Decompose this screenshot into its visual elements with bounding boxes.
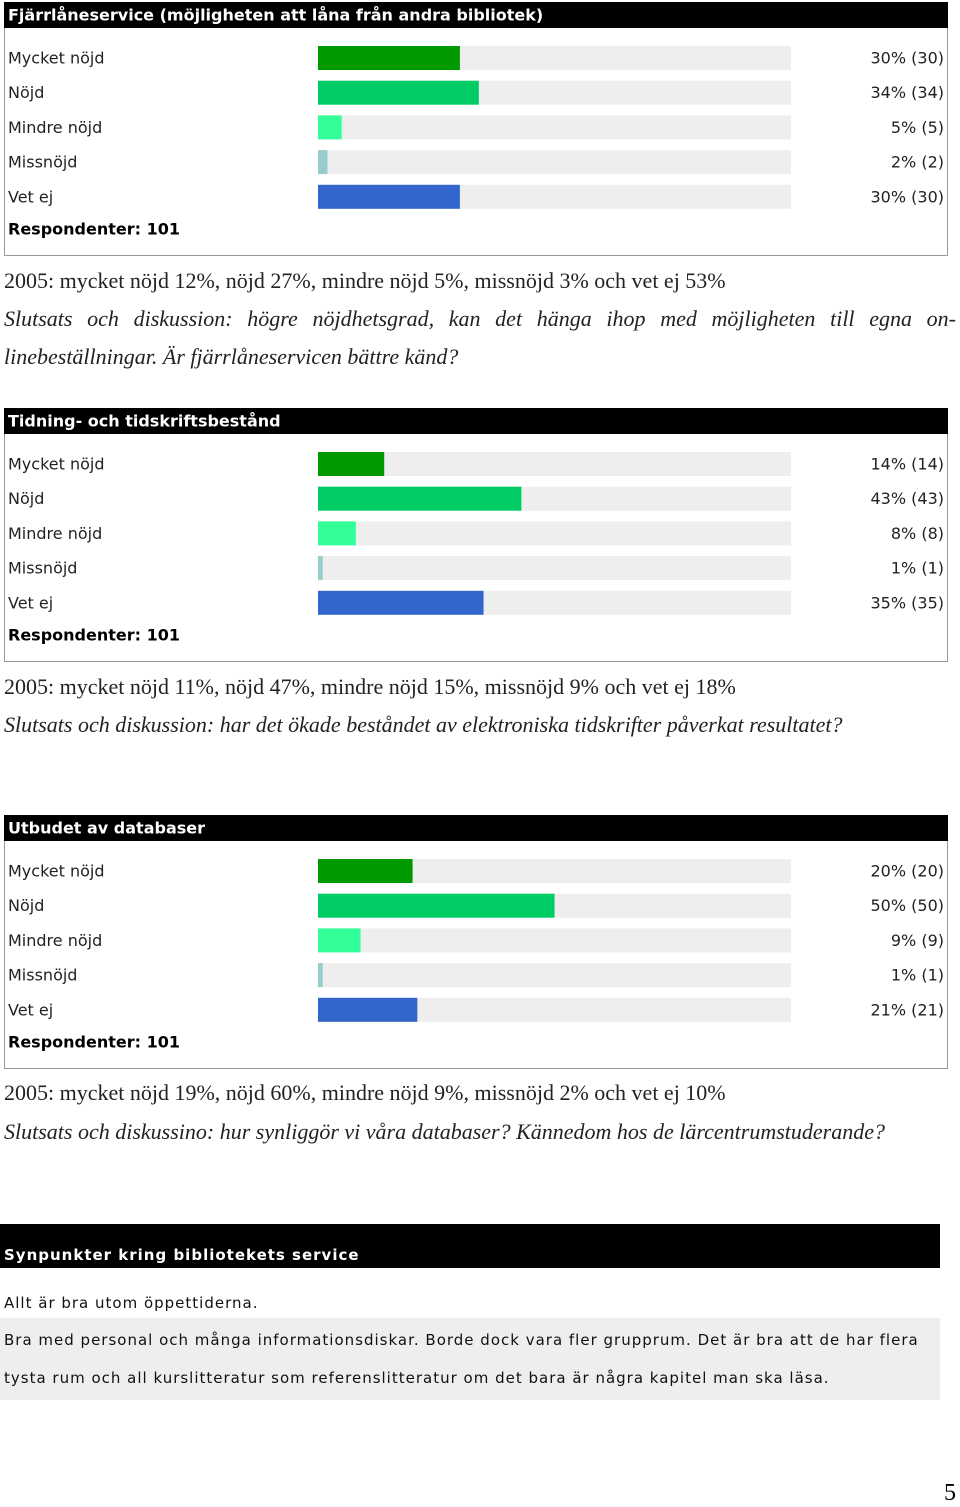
- bar: [318, 556, 323, 581]
- category-label: Mindre nöjd: [8, 931, 102, 950]
- bar: [318, 46, 460, 70]
- bar-track: [318, 928, 791, 953]
- stats-text: 2005: mycket nöjd 11%, nöjd 47%, mindre …: [4, 674, 736, 699]
- chart-title: Tidning- och tidskriftsbestånd: [8, 412, 281, 431]
- bar-track: [318, 963, 791, 988]
- category-label: Nöjd: [8, 896, 44, 915]
- value-label: 35% (35): [871, 593, 945, 612]
- category-label: Nöjd: [8, 83, 44, 102]
- category-label: Mindre nöjd: [8, 118, 102, 137]
- panel-header: [4, 815, 948, 841]
- bar: [318, 997, 418, 1022]
- category-label: Vet ej: [8, 1000, 53, 1019]
- value-label: 1% (1): [891, 559, 944, 578]
- comment: Bra med personal och många informationsd…: [0, 1318, 940, 1400]
- value-label: 14% (14): [871, 455, 945, 474]
- bar: [318, 184, 460, 209]
- conclusion-text: Slutsats och diskussion: har det ökade b…: [4, 712, 843, 737]
- comments-title: Synpunkter kring bibliotekets service: [0, 1224, 940, 1268]
- category-label: Missnöjd: [8, 966, 77, 985]
- charts: Fjärrlåneservice (möjligheten att låna f…: [4, 2, 948, 1069]
- value-label: 20% (20): [871, 862, 945, 881]
- bar: [318, 859, 413, 883]
- bar: [318, 928, 361, 953]
- bar: [318, 452, 385, 476]
- panel-header: [4, 2, 948, 28]
- respondents: Respondenter: 101: [8, 220, 180, 239]
- bar: [318, 521, 356, 546]
- bar: [318, 115, 342, 140]
- respondents: Respondenter: 101: [8, 626, 180, 645]
- bar-track: [318, 521, 791, 546]
- chart-title: Utbudet av databaser: [8, 819, 205, 838]
- value-label: 30% (30): [871, 187, 945, 206]
- bar: [318, 590, 484, 615]
- stats-text: 2005: mycket nöjd 19%, nöjd 60%, mindre …: [4, 1080, 726, 1105]
- page-number: 5: [944, 1480, 956, 1506]
- value-label: 1% (1): [891, 966, 944, 985]
- value-label: 2% (2): [891, 153, 944, 172]
- value-label: 5% (5): [891, 118, 944, 137]
- category-label: Mycket nöjd: [8, 862, 105, 881]
- stats-text: 2005: mycket nöjd 12%, nöjd 27%, mindre …: [4, 268, 726, 293]
- value-label: 30% (30): [871, 49, 945, 68]
- value-label: 43% (43): [871, 489, 945, 508]
- category-label: Nöjd: [8, 489, 44, 508]
- bar: [318, 486, 522, 511]
- bar: [318, 80, 479, 105]
- comment: Allt är bra utom öppettiderna.: [4, 1294, 259, 1312]
- panel-header: [4, 408, 948, 434]
- category-label: Mindre nöjd: [8, 524, 102, 543]
- bar-track: [318, 452, 791, 476]
- value-label: 34% (34): [871, 83, 945, 102]
- value-label: 50% (50): [871, 896, 945, 915]
- bar: [318, 963, 323, 988]
- conclusion-text: Slutsats och diskussino: hur synliggör v…: [4, 1119, 885, 1144]
- conclusion-text: Slutsats och diskussion: högre nöjdhetsg…: [4, 306, 956, 369]
- category-label: Mycket nöjd: [8, 455, 105, 474]
- respondents: Respondenter: 101: [8, 1033, 180, 1052]
- category-label: Mycket nöjd: [8, 49, 105, 68]
- category-label: Vet ej: [8, 593, 53, 612]
- category-label: Missnöjd: [8, 153, 77, 172]
- bar-track: [318, 115, 791, 140]
- value-label: 8% (8): [891, 524, 944, 543]
- value-label: 21% (21): [871, 1000, 945, 1019]
- value-label: 9% (9): [891, 931, 944, 950]
- bar-track: [318, 556, 791, 581]
- category-label: Vet ej: [8, 187, 53, 206]
- bar: [318, 150, 328, 175]
- bar: [318, 893, 555, 918]
- category-label: Missnöjd: [8, 559, 77, 578]
- chart-title: Fjärrlåneservice (möjligheten att låna f…: [8, 6, 543, 25]
- bar-track: [318, 150, 791, 175]
